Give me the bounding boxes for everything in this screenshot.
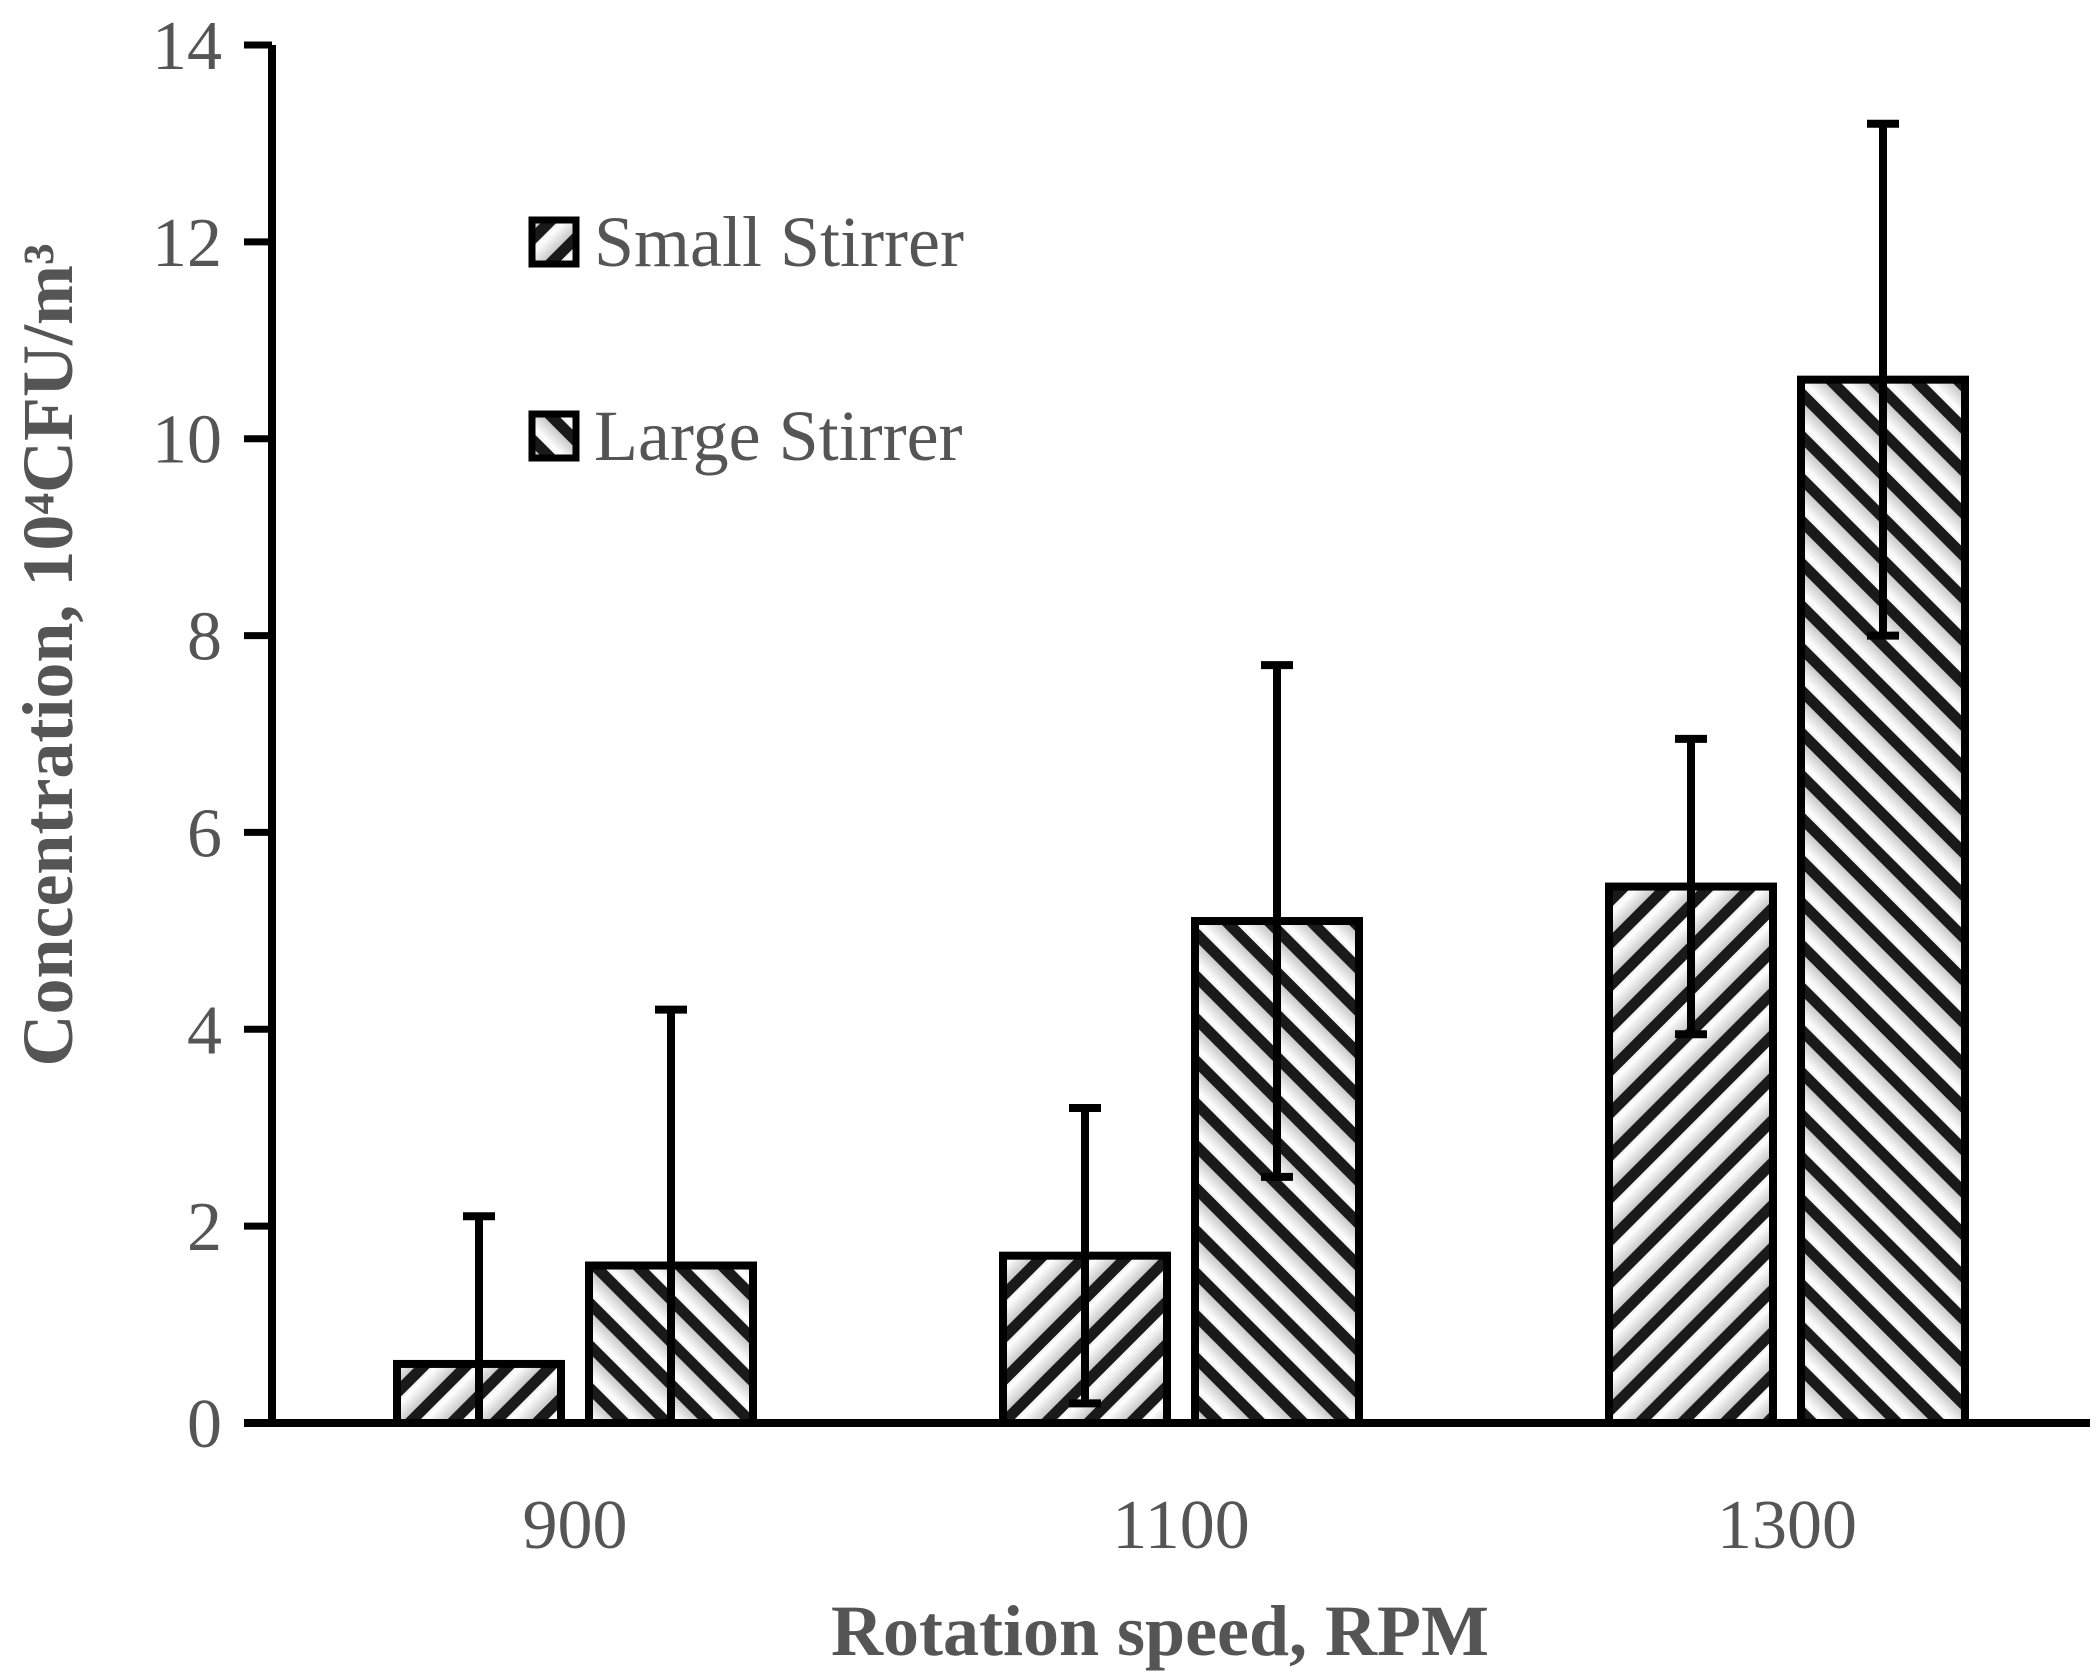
legend-item-small-stirrer: Small Stirrer: [528, 202, 964, 282]
x-axis-title: Rotation speed, RPM: [831, 1591, 1489, 1671]
y-tick-label: 8: [187, 599, 222, 676]
y-axis-title: Concentration, 10⁴CFU/m³: [8, 243, 88, 1066]
y-tick-label: 10: [152, 402, 222, 479]
y-tick-label: 0: [187, 1386, 222, 1463]
legend-swatch-small-stirrer: [528, 216, 580, 268]
y-axis-ticks: 0 2 4 6 8 10 12 14: [152, 8, 272, 1463]
legend: Small Stirrer Large Stirrer: [528, 202, 964, 476]
y-tick-label: 12: [152, 205, 222, 282]
x-tick-label: 1100: [1112, 1487, 1249, 1564]
legend-item-large-stirrer: Large Stirrer: [528, 396, 963, 476]
x-tick-label: 900: [523, 1487, 628, 1564]
bar-group: [393, 375, 1969, 1428]
x-tick-label: 1300: [1717, 1487, 1857, 1564]
legend-label-small-stirrer: Small Stirrer: [594, 202, 964, 282]
legend-swatch-large-stirrer: [528, 410, 580, 462]
x-axis-ticks: 900 1100 1300: [523, 1487, 1858, 1564]
y-tick-label: 14: [152, 8, 222, 85]
legend-label-large-stirrer: Large Stirrer: [594, 396, 963, 476]
y-tick-label: 6: [187, 795, 222, 872]
y-tick-label: 4: [187, 992, 222, 1069]
y-tick-label: 2: [187, 1189, 222, 1266]
